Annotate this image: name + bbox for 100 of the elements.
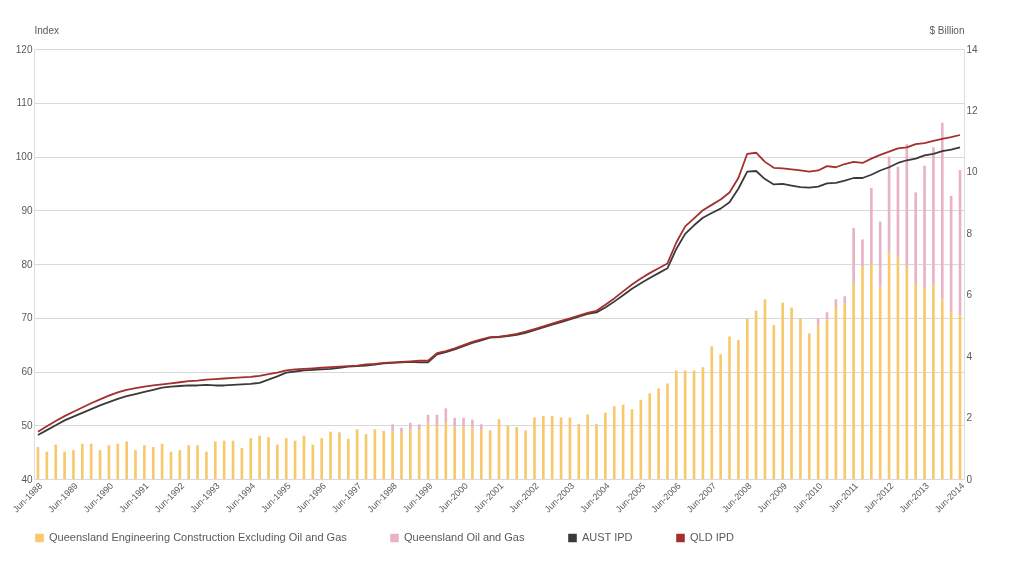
- bar: [409, 429, 412, 479]
- bar: [843, 303, 847, 479]
- legend-label: Queensland Oil and Gas: [404, 530, 525, 543]
- y-tick-label: 50: [21, 419, 33, 431]
- bar: [674, 370, 678, 479]
- bar: [595, 424, 598, 479]
- bar: [80, 443, 84, 479]
- bar: [444, 408, 448, 423]
- bar: [258, 435, 261, 479]
- bar: [267, 437, 270, 479]
- bar: [914, 283, 918, 479]
- bar: [870, 264, 873, 479]
- y-tick-label: 40: [21, 473, 33, 485]
- bar: [213, 441, 217, 479]
- bar: [391, 431, 394, 479]
- bar: [382, 430, 386, 479]
- bar: [284, 438, 288, 479]
- bar: [479, 429, 483, 479]
- bar: [878, 221, 882, 287]
- bar: [311, 444, 315, 479]
- bar: [799, 318, 802, 479]
- bar: [276, 444, 279, 479]
- y-tick-label: 110: [16, 97, 33, 109]
- bar: [417, 429, 421, 479]
- legend-label: Queensland Engineering Construction Excluding Oil and Gas: [49, 530, 348, 543]
- bar: [134, 450, 137, 479]
- legend-label: QLD IPD: [690, 530, 735, 543]
- bar: [745, 318, 749, 479]
- bar: [89, 443, 93, 479]
- y-tick-label: 70: [21, 312, 33, 324]
- bar: [249, 438, 253, 479]
- bar: [524, 430, 527, 479]
- legend-label: AUST IPD: [582, 530, 633, 543]
- bar: [790, 307, 793, 479]
- bar: [666, 383, 669, 479]
- bar: [905, 267, 909, 479]
- bar: [710, 346, 714, 479]
- bar: [577, 424, 581, 479]
- bar: [391, 424, 394, 432]
- y-tick-label: 90: [21, 204, 33, 216]
- y-tick-label: 60: [21, 366, 33, 377]
- y2-tick-label: 12: [966, 104, 979, 116]
- bar: [914, 192, 918, 284]
- bar: [471, 428, 474, 479]
- bar: [648, 393, 652, 479]
- bar: [781, 302, 785, 479]
- y2-tick-label: 14: [966, 43, 979, 55]
- bar: [125, 441, 128, 479]
- y-tick-label: 100: [15, 151, 33, 162]
- bar: [400, 432, 403, 479]
- bar: [338, 432, 341, 479]
- bar: [453, 426, 456, 479]
- y2-axis-title: $ Billion: [929, 24, 965, 36]
- y2-tick-label: 0: [966, 473, 973, 485]
- bar: [807, 333, 811, 479]
- bar: [737, 339, 740, 479]
- bar: [320, 438, 324, 479]
- bar: [932, 284, 935, 479]
- bar: [657, 388, 660, 479]
- bar: [852, 283, 855, 479]
- bar: [878, 286, 882, 479]
- bar: [923, 287, 926, 479]
- y-tick-label: 120: [15, 43, 33, 55]
- bar: [453, 417, 456, 427]
- bar: [550, 416, 554, 479]
- bar: [586, 414, 589, 479]
- bar: [329, 431, 332, 479]
- bar: [400, 427, 403, 433]
- bar: [905, 144, 909, 268]
- bar: [471, 419, 474, 429]
- bar: [187, 445, 191, 479]
- bar: [417, 424, 421, 430]
- bar: [683, 370, 687, 479]
- bar: [940, 299, 944, 479]
- bar: [63, 451, 66, 479]
- bar: [923, 165, 926, 288]
- bar: [719, 354, 722, 479]
- y2-tick-label: 10: [966, 166, 979, 178]
- bar: [196, 445, 199, 479]
- bar: [612, 406, 616, 479]
- bar: [346, 438, 350, 479]
- y-axis-title: Index: [34, 24, 59, 36]
- bar: [515, 427, 519, 479]
- bar: [151, 447, 155, 479]
- bar: [533, 417, 536, 479]
- bar: [843, 296, 847, 304]
- bar: [444, 422, 448, 479]
- bar: [870, 187, 873, 264]
- y-tick-label: 80: [21, 258, 33, 270]
- bar: [462, 417, 465, 427]
- bar: [542, 416, 545, 479]
- bar: [728, 336, 731, 479]
- bar: [462, 426, 465, 479]
- bar: [116, 443, 120, 479]
- bar: [409, 422, 412, 430]
- bar: [205, 451, 208, 479]
- y2-tick-label: 6: [966, 289, 973, 301]
- bar: [604, 412, 607, 479]
- bar: [72, 450, 75, 479]
- bar: [861, 239, 864, 268]
